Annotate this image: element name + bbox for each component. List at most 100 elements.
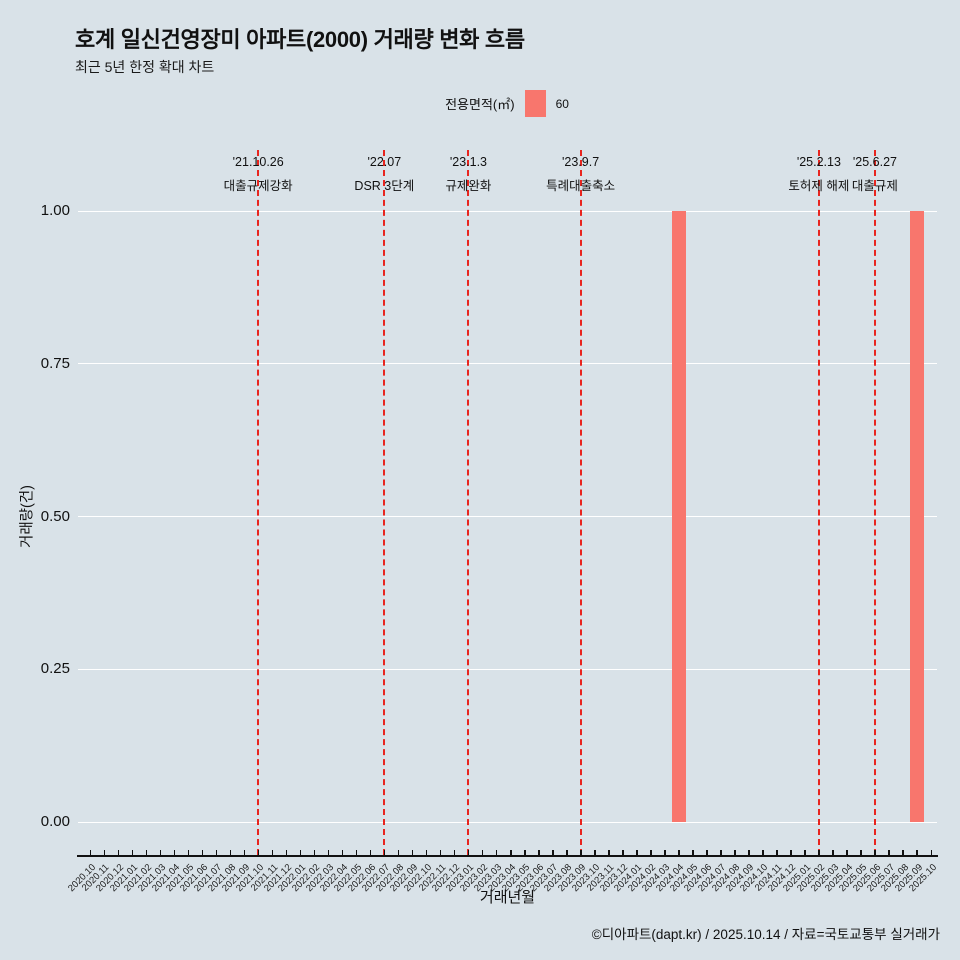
- event-line: [579, 150, 582, 855]
- event-line: [873, 150, 876, 855]
- legend: 전용면적(㎡) 60: [75, 90, 939, 117]
- x-tick: [678, 850, 680, 855]
- x-tick: [145, 850, 148, 855]
- y-gridline: [78, 821, 937, 823]
- x-tick: [888, 850, 890, 855]
- event-date: '21.10.26: [232, 155, 284, 169]
- y-tick-label: 0.00: [40, 813, 70, 830]
- x-tick: [902, 850, 904, 855]
- bar-2025.09: [909, 211, 924, 822]
- x-tick: [173, 850, 176, 855]
- event-line: [817, 150, 820, 855]
- x-tick: [818, 850, 820, 855]
- x-tick: [285, 850, 288, 855]
- x-tick: [832, 850, 834, 855]
- x-tick: [159, 850, 162, 855]
- event-line: [383, 150, 386, 855]
- x-tick: [397, 850, 400, 855]
- event-line: [257, 150, 260, 855]
- event-label: 토허제 해제: [788, 179, 850, 193]
- chart-title: 호계 일신건영장미 아파트(2000) 거래량 변화 흐름: [75, 27, 525, 52]
- x-tick: [608, 850, 610, 855]
- x-tick: [762, 850, 764, 855]
- x-tick: [706, 850, 708, 855]
- x-tick: [243, 850, 246, 855]
- x-tick: [524, 850, 526, 855]
- y-gridline: [78, 363, 937, 365]
- x-tick: [538, 850, 540, 855]
- y-gridline: [78, 516, 937, 517]
- x-tick: [467, 850, 470, 855]
- event-date: '25.2.13: [796, 155, 841, 169]
- x-tick: [790, 850, 792, 855]
- x-tick: [257, 850, 260, 855]
- event-label: 대출규제: [851, 179, 898, 193]
- legend-title: 전용면적(㎡): [445, 97, 515, 112]
- x-tick: [734, 850, 736, 855]
- bar-2024.04: [671, 211, 686, 822]
- x-tick: [411, 850, 414, 855]
- x-tick: [369, 850, 372, 855]
- x-tick: [495, 850, 498, 855]
- x-tick: [748, 850, 750, 855]
- x-tick: [622, 850, 624, 855]
- event-label: DSR 3단계: [354, 179, 415, 193]
- x-tick: [860, 850, 862, 855]
- x-tick: [271, 850, 274, 855]
- x-tick: [636, 850, 638, 855]
- x-tick: [916, 850, 918, 855]
- x-tick: [439, 850, 442, 855]
- event-line: [467, 150, 470, 855]
- x-tick: [383, 850, 386, 855]
- x-tick: [650, 850, 652, 855]
- x-tick: [299, 850, 302, 855]
- x-tick: [313, 850, 316, 855]
- event-label: 대출규제강화: [223, 179, 293, 193]
- y-gridline: [78, 668, 937, 670]
- x-tick: [481, 850, 484, 855]
- x-tick: [103, 850, 106, 855]
- x-axis-title: 거래년월: [479, 889, 536, 906]
- x-tick: [566, 850, 568, 855]
- event-date: '22.07: [367, 155, 402, 169]
- x-tick: [201, 850, 204, 855]
- x-tick: [776, 850, 778, 855]
- y-tick-label: 0.25: [40, 660, 70, 678]
- x-tick: [425, 850, 428, 855]
- x-tick: [131, 850, 134, 855]
- x-tick: [187, 850, 190, 855]
- y-tick-label: 0.75: [40, 354, 70, 372]
- x-tick: [720, 850, 722, 855]
- event-date: '23.1.3: [449, 155, 488, 169]
- caption: ©디아파트(dapt.kr) / 2025.10.14 / 자료=국토교통부 실…: [591, 927, 940, 942]
- x-tick: [453, 850, 456, 855]
- y-gridline: [78, 210, 937, 212]
- x-tick: [930, 850, 932, 855]
- y-tick-label: 0.50: [40, 507, 70, 525]
- x-tick: [341, 850, 344, 855]
- legend-item-label: 60: [555, 96, 569, 111]
- y-axis-title: 거래량(건): [19, 484, 36, 549]
- x-tick: [664, 850, 666, 855]
- x-axis-line: [77, 855, 938, 857]
- chart-subtitle: 최근 5년 한정 확대 차트: [75, 59, 215, 75]
- x-tick: [327, 850, 330, 855]
- x-tick: [804, 850, 806, 855]
- x-tick: [692, 850, 694, 855]
- event-date: '25.6.27: [852, 155, 897, 169]
- x-tick: [510, 850, 512, 855]
- y-tick-label: 1.00: [40, 202, 70, 219]
- x-tick: [355, 850, 358, 855]
- event-label: 특례대출축소: [546, 179, 616, 193]
- legend-swatch-60: [524, 90, 546, 117]
- x-tick: [594, 850, 596, 855]
- event-date: '23.9.7: [562, 155, 600, 169]
- x-tick: [580, 850, 582, 855]
- x-tick: [846, 850, 848, 855]
- event-label: 규제완화: [445, 179, 492, 193]
- x-tick: [552, 850, 554, 855]
- x-tick: [229, 850, 232, 855]
- x-tick: [117, 850, 120, 855]
